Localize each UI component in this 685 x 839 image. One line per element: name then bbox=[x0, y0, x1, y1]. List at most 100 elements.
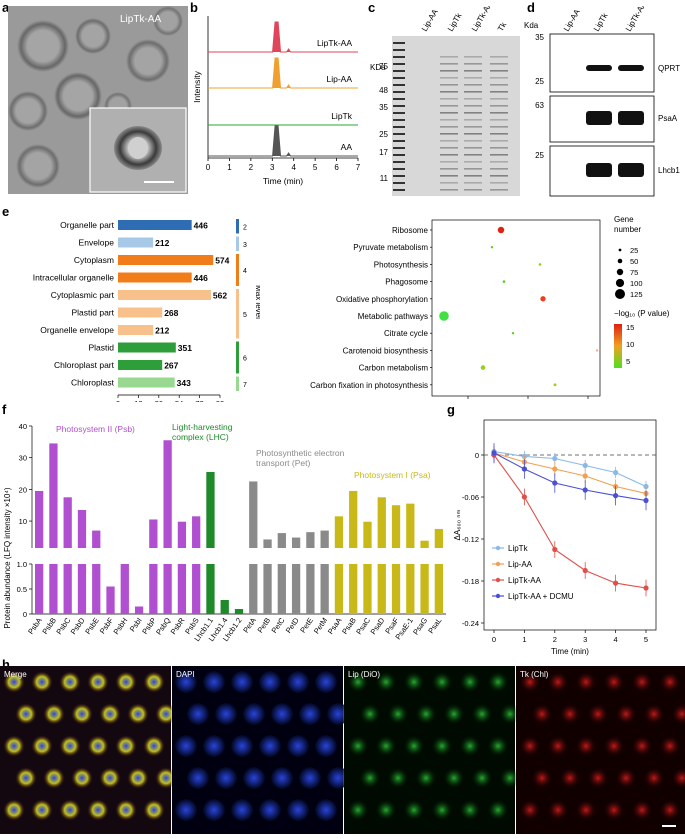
bubble bbox=[502, 280, 506, 283]
cell bbox=[415, 703, 437, 725]
level-number: 4 bbox=[243, 268, 247, 275]
blot-box bbox=[549, 33, 655, 93]
hplc-chart: 0 1 2 3 4 5 6 7 Time (min) Intensity LipTk-AA Lip-A… bbox=[190, 8, 365, 198]
gel-background bbox=[392, 36, 520, 196]
cell bbox=[347, 799, 369, 821]
kda-label: Kda bbox=[524, 21, 539, 30]
bar-lower bbox=[92, 564, 101, 614]
bar-lower bbox=[77, 564, 87, 614]
cell bbox=[487, 671, 509, 693]
lane-label: Lip-AA bbox=[420, 7, 440, 33]
cell bbox=[659, 671, 681, 693]
cell bbox=[187, 703, 209, 725]
protein-abundance-chart: 10 20 30 40 0 0.5 1.0 Protein abundance (LFQ in… bbox=[0, 408, 450, 656]
cell bbox=[3, 799, 25, 821]
trace-lip-aa bbox=[208, 57, 358, 89]
legend-label: LipTk bbox=[508, 544, 529, 553]
blot-band bbox=[586, 65, 612, 71]
data-point bbox=[613, 493, 619, 499]
y-axis-title: Protein abundance (LFQ intensity ×10⁴) bbox=[3, 487, 12, 628]
cell bbox=[115, 671, 137, 693]
blot-band bbox=[618, 163, 644, 177]
category-label: Cytoplasmic part bbox=[51, 290, 115, 300]
bar-value: 446 bbox=[194, 273, 208, 283]
protein-band bbox=[464, 175, 482, 177]
micrograph-green bbox=[344, 666, 515, 834]
blot-band bbox=[618, 65, 644, 71]
protein-band bbox=[490, 133, 508, 135]
ladder-band bbox=[393, 119, 405, 121]
bar bbox=[118, 290, 211, 300]
protein-band bbox=[440, 147, 458, 149]
protein-band bbox=[440, 140, 458, 142]
x-tick-label: 0.3 bbox=[583, 401, 593, 402]
data-point bbox=[521, 466, 527, 472]
x-tick-label: 5 bbox=[313, 163, 318, 172]
x-tick-label: PsbE bbox=[83, 616, 101, 636]
trace-aa bbox=[208, 125, 358, 157]
level-title: Max level bbox=[254, 285, 260, 319]
x-tick-label: 54 bbox=[175, 399, 183, 402]
bar bbox=[118, 220, 192, 230]
protein-band bbox=[464, 98, 482, 100]
protein-band bbox=[440, 182, 458, 184]
bar-lower bbox=[234, 609, 244, 614]
cell bbox=[3, 735, 25, 757]
protein-band bbox=[490, 70, 508, 72]
bubble bbox=[490, 246, 494, 249]
data-point bbox=[552, 546, 558, 553]
marker-label: 35 bbox=[379, 103, 388, 112]
data-point bbox=[643, 497, 649, 504]
pathway-label: Citrate cycle bbox=[384, 329, 429, 338]
data-point bbox=[491, 450, 497, 456]
ladder-band bbox=[393, 56, 405, 58]
cell bbox=[155, 767, 177, 789]
bar-upper bbox=[291, 537, 301, 548]
y-tick-label: 0 bbox=[475, 451, 479, 460]
cell bbox=[615, 767, 637, 789]
level-number: 7 bbox=[243, 382, 247, 389]
lane-label: LipTk bbox=[592, 11, 610, 33]
cell bbox=[671, 703, 685, 725]
cell bbox=[215, 767, 237, 789]
category-label: Plastid part bbox=[71, 308, 114, 318]
panel-label-h: h bbox=[2, 657, 10, 672]
cell bbox=[659, 799, 681, 821]
level-strip bbox=[236, 254, 239, 286]
pathway-label: Pyruvate metabolism bbox=[353, 243, 428, 252]
data-point bbox=[582, 462, 588, 469]
x-tick-label: PetM bbox=[312, 616, 329, 636]
blot-name: Lhcb1 bbox=[658, 166, 680, 175]
data-point bbox=[613, 469, 619, 476]
x-tick-label: PsbH bbox=[112, 616, 130, 636]
cell bbox=[347, 735, 369, 757]
marker-label: 25 bbox=[535, 77, 544, 86]
x-tick-label: 0.1 bbox=[463, 401, 473, 402]
cell bbox=[643, 767, 665, 789]
group-label: Photosystem I (Psa) bbox=[354, 470, 431, 480]
cell bbox=[519, 799, 541, 821]
bubble bbox=[480, 365, 486, 370]
bar-upper bbox=[277, 533, 286, 548]
category-label: Intracellular organelle bbox=[33, 273, 115, 283]
bar-lower bbox=[291, 564, 301, 614]
cell bbox=[559, 703, 581, 725]
bar-lower bbox=[192, 564, 201, 614]
protein-band bbox=[440, 112, 458, 114]
data-point bbox=[613, 580, 619, 586]
cell bbox=[59, 799, 81, 821]
ladder-band bbox=[393, 112, 405, 114]
series-line bbox=[493, 452, 647, 502]
size-legend-dot bbox=[618, 248, 622, 252]
legend-dot bbox=[495, 577, 501, 583]
bar-upper bbox=[334, 516, 344, 548]
cell bbox=[127, 703, 149, 725]
cell bbox=[287, 799, 309, 821]
micrograph-label: Tk (Chl) bbox=[520, 670, 549, 679]
protein-band bbox=[490, 175, 508, 177]
x-tick-label: PsbD bbox=[69, 616, 87, 637]
protein-band bbox=[464, 168, 482, 170]
protein-band bbox=[490, 98, 508, 100]
tem-micrograph: LipTk-AA bbox=[8, 6, 188, 194]
y-axis-title: ΔA₆₀₀ ₙₘ bbox=[453, 510, 462, 541]
